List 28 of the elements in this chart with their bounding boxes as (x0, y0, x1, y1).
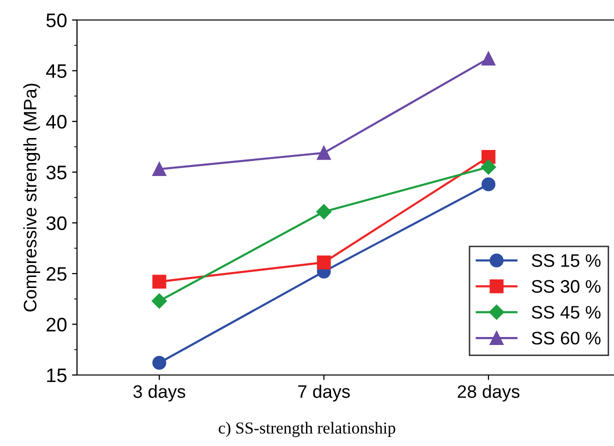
point (152, 162, 166, 176)
point (316, 204, 332, 220)
point (482, 52, 496, 66)
text: c) SS-strength relationship (218, 422, 396, 438)
point (152, 356, 166, 370)
legend-label: SS 30 % (532, 280, 601, 293)
y-tick-label: 20 (46, 318, 67, 332)
y-tick-label: 40 (46, 114, 67, 129)
legend-label: SS 15 % (532, 254, 601, 267)
y-tick-label: 15 (47, 368, 66, 382)
point (480, 160, 496, 175)
point (152, 274, 166, 289)
y-tick-label: 45 (46, 64, 66, 78)
legend-label: SS 60 % (532, 332, 601, 345)
point (152, 293, 167, 309)
point (316, 146, 331, 160)
y-tick-label: 50 (46, 13, 67, 28)
x-tick-label: 28 days (458, 384, 520, 402)
point (316, 255, 331, 270)
y-axis-title: Compressive strength (MPa) (23, 84, 40, 312)
y-tick-label: 35 (46, 166, 66, 180)
point (482, 150, 496, 164)
y-tick-label: 25 (46, 267, 66, 281)
x-tick-label: 7 days (298, 384, 350, 402)
point (482, 177, 496, 192)
x-tick-label: 3 days (133, 384, 186, 402)
y-tick-label: 30 (46, 216, 67, 230)
legend-label: SS 45 % (532, 306, 601, 319)
